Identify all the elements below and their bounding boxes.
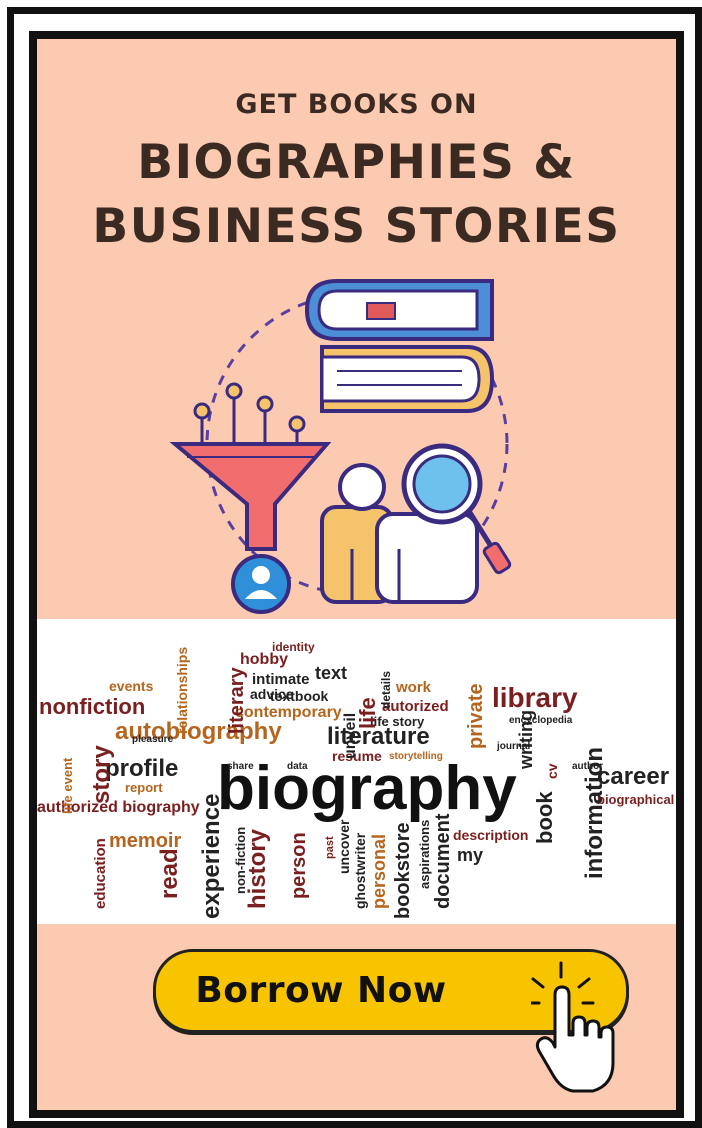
word: person <box>288 832 310 899</box>
header-title-line-1: BIOGRAPHIES & <box>137 135 576 190</box>
word: literature <box>327 723 430 750</box>
word: journal <box>496 741 531 752</box>
word: identity <box>272 640 315 654</box>
word: contemporary <box>235 704 342 721</box>
word: book <box>532 791 557 844</box>
word: history <box>244 828 271 909</box>
word: library <box>492 682 578 713</box>
word: textbook <box>270 688 329 704</box>
word: document <box>432 813 454 909</box>
word: literary <box>226 666 248 734</box>
word: ghostwriter <box>352 832 368 909</box>
word: details <box>379 671 393 709</box>
word: biography <box>217 754 517 823</box>
funnel-icon <box>169 382 332 551</box>
word: share <box>227 761 254 772</box>
word: private <box>465 683 487 749</box>
header-kicker: GET BOOKS ON <box>235 89 478 120</box>
word: advice <box>250 686 294 702</box>
word: author <box>572 761 603 772</box>
word: experience <box>198 794 225 919</box>
word: uncover <box>336 819 352 874</box>
word: encyclopedia <box>509 715 573 726</box>
word: cv <box>544 763 560 779</box>
magnifier-icon <box>401 443 512 575</box>
word: resume <box>332 748 382 764</box>
word: nonfiction <box>39 694 145 719</box>
user-avatar-icon <box>231 554 291 614</box>
people-search-icon <box>320 463 479 604</box>
word: memoir <box>109 830 181 852</box>
word: aspirations <box>417 820 432 889</box>
word: my <box>457 845 483 865</box>
word: description <box>453 827 528 843</box>
word: non-fiction <box>233 827 248 894</box>
borrow-now-label: Borrow Now <box>195 970 447 1011</box>
hand-pointer-icon <box>531 961 615 1093</box>
word: text <box>315 663 347 683</box>
word: writing <box>516 710 536 770</box>
word: life story <box>370 714 425 729</box>
borrow-now-button[interactable]: Borrow Now <box>153 949 629 1033</box>
word: work <box>395 679 432 696</box>
books-stack-icon <box>304 279 495 413</box>
illustration <box>169 279 512 614</box>
word: autorized <box>382 698 449 715</box>
word: life event <box>60 757 75 814</box>
word-cloud: biography autobiography literature nonfi… <box>37 619 676 924</box>
word: career <box>597 763 669 790</box>
word: events <box>109 678 154 694</box>
word: report <box>125 780 163 795</box>
word: story <box>88 745 115 804</box>
word: autobiography <box>115 718 282 745</box>
header-title-line-2: BUSINESS STORIES <box>92 199 621 254</box>
word: unveil <box>342 713 359 759</box>
word: read <box>156 848 183 899</box>
word: data <box>287 761 308 772</box>
word: pleasure <box>132 734 174 745</box>
word: life <box>355 697 380 729</box>
word: personal <box>369 834 389 909</box>
word: past <box>324 836 336 859</box>
poster-panel: GET BOOKS ON BIOGRAPHIES & BUSINESS STOR… <box>29 31 684 1118</box>
outer-frame: GET BOOKS ON BIOGRAPHIES & BUSINESS STOR… <box>7 7 702 1128</box>
word: storytelling <box>389 751 443 762</box>
word: education <box>92 838 109 909</box>
word: relationships <box>174 647 190 734</box>
word: intimate <box>252 671 310 688</box>
word: information <box>581 747 608 879</box>
word: biographical <box>597 792 674 807</box>
word: profile <box>105 755 178 782</box>
word: hobby <box>240 651 288 668</box>
word: authorized biography <box>37 799 200 816</box>
word: bookstore <box>392 822 414 919</box>
